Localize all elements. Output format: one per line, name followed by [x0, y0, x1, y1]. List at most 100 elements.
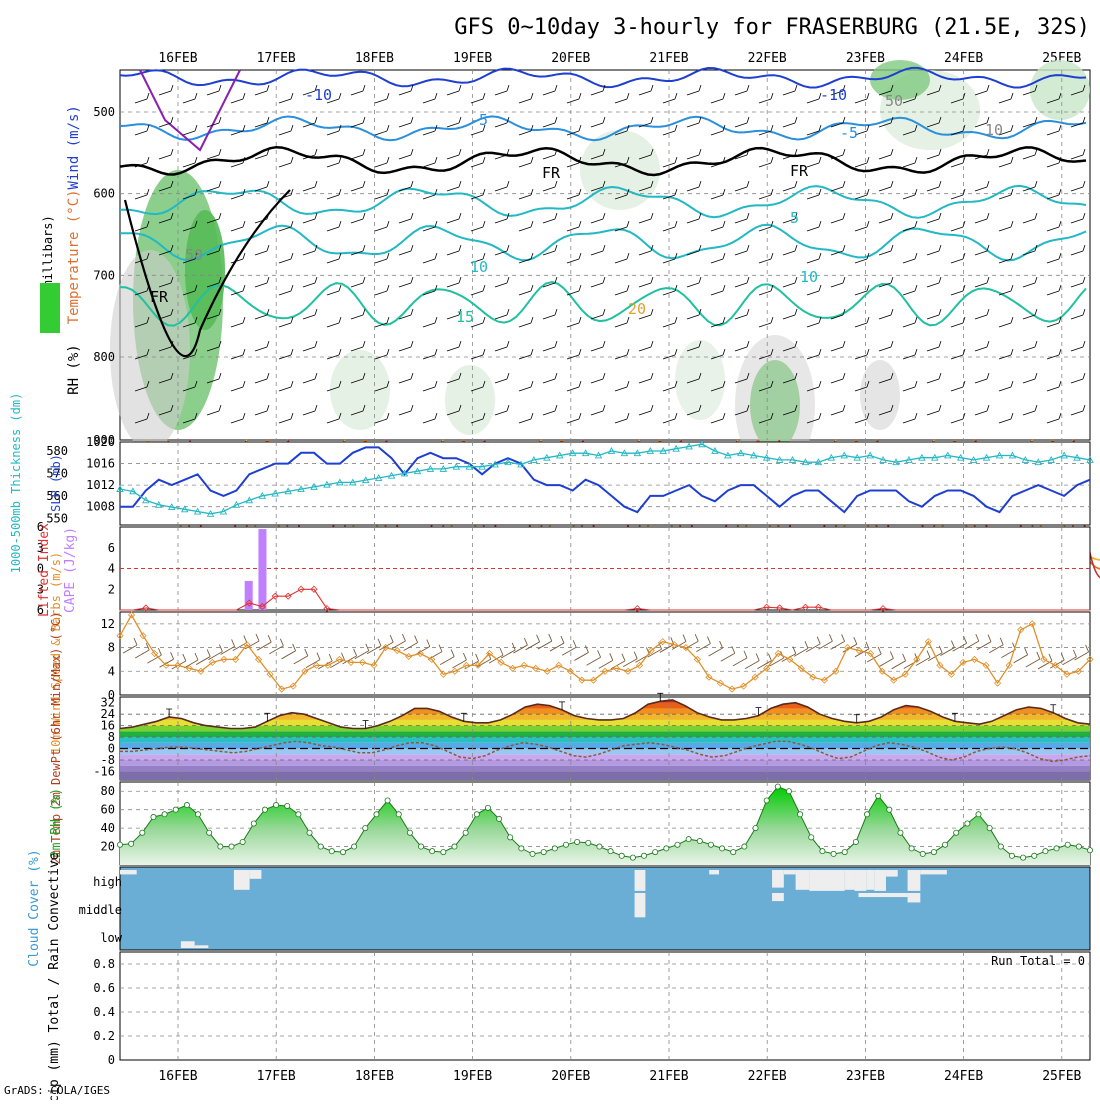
- wind-barb-flag: [1058, 348, 1062, 356]
- wind-barb: [734, 314, 748, 320]
- temperature-series: [119, 692, 1091, 763]
- thickness-point: [594, 451, 603, 459]
- wind-10m-barb: [549, 642, 565, 652]
- wind-speed-point: [959, 658, 967, 666]
- cloud-cover-frame: [119, 866, 1091, 951]
- wind-barb-flag: [362, 180, 366, 188]
- wind-barb: [350, 154, 364, 160]
- rh-tick: 40: [101, 821, 115, 835]
- wind-barb-flag: [506, 372, 510, 380]
- wind-barb-flag: [1082, 340, 1086, 348]
- wind-barb: [206, 122, 220, 128]
- wind-barb-flag: [290, 348, 294, 356]
- wind-barb: [326, 162, 340, 168]
- wind-barb-flag: [242, 316, 246, 324]
- wind-barb-flag: [722, 220, 726, 228]
- wind-10m-barb-flag: [926, 650, 931, 658]
- wind-barb-flag: [386, 284, 390, 292]
- wind-speed-point: [878, 667, 886, 675]
- wind-barb-flag: [170, 180, 174, 188]
- lifted-index-point: [776, 604, 784, 612]
- wind-barb: [422, 194, 436, 200]
- wind-barb: [230, 162, 244, 168]
- thickness-point: [568, 449, 577, 457]
- wind-barb: [326, 98, 340, 104]
- thickness-point: [905, 456, 913, 463]
- rh-point: [964, 820, 971, 827]
- wind-barb-flag: [506, 212, 510, 220]
- wind-barb: [590, 122, 604, 128]
- wind-barb: [878, 410, 892, 416]
- temperature-axis-label: 2m Temp 2m DewPt (6hr Min/Max) (°C): [49, 612, 63, 865]
- wind-barb: [566, 322, 580, 328]
- wind-10m-barb-flag: [670, 637, 675, 645]
- wind-speed-point: [335, 655, 343, 663]
- wind-barb-flag: [506, 180, 510, 188]
- thickness-point: [633, 449, 642, 457]
- rh-point: [864, 811, 871, 818]
- wind-barb: [494, 122, 508, 128]
- wind-barb: [854, 418, 868, 424]
- wind-barb-flag: [1082, 244, 1086, 252]
- wind-10m-barb-flag: [255, 633, 260, 642]
- wind-barb: [1070, 154, 1084, 160]
- wind-barb-flag: [962, 412, 966, 420]
- wind-barb-flag: [338, 348, 342, 356]
- wind-barb-flag: [578, 220, 582, 228]
- wind-10m-barb-flag: [597, 650, 602, 658]
- wind-barb-flag: [530, 92, 534, 100]
- wind-barb: [926, 122, 940, 128]
- wind-barb-flag: [794, 308, 798, 316]
- wind-barb: [374, 130, 388, 136]
- wind-barb-flag: [962, 124, 966, 132]
- wind-barb: [230, 130, 244, 136]
- wind-barb-flag: [1082, 372, 1086, 380]
- wind-barb-flag: [458, 372, 462, 380]
- wind-barb-flag: [386, 92, 390, 100]
- wind-barb: [758, 354, 772, 360]
- wind-10m-barb: [147, 654, 162, 664]
- wind-barb-flag: [938, 404, 942, 412]
- wind-10m-barb-flag: [243, 635, 248, 643]
- wind-speed-point: [1086, 655, 1094, 663]
- wind-barb: [950, 322, 964, 328]
- wind-10m-barb-flag: [133, 637, 138, 646]
- wind-speed-point: [139, 632, 147, 640]
- rh-shade-region: [330, 350, 390, 430]
- wind-barb-flag: [650, 116, 654, 124]
- wind-barb: [542, 410, 556, 416]
- wind-barb-flag: [866, 380, 870, 388]
- wind-barb-flag: [578, 316, 582, 324]
- wind-barb-flag: [1082, 276, 1086, 284]
- slp-tick: 1012: [86, 478, 115, 492]
- wind-barb-flag: [170, 148, 174, 156]
- cloud-cover-axis-label: Cloud Cover (%): [27, 849, 42, 966]
- wind-barb-flag: [242, 220, 246, 228]
- wind-speed-point: [1063, 670, 1071, 678]
- wind-barb: [494, 314, 508, 320]
- wind-barb-flag: [962, 348, 966, 356]
- thickness-point: [737, 449, 745, 457]
- wind-barb: [974, 314, 988, 320]
- wind-speed-point: [347, 658, 355, 666]
- wind-barb: [422, 418, 436, 424]
- wind-10m-barb-flag: [1024, 647, 1029, 655]
- wind-10m-barb: [452, 659, 467, 669]
- wind-barb: [542, 346, 556, 352]
- wind-barb: [278, 194, 292, 200]
- wind-10m-barb: [940, 647, 955, 656]
- wind-barb: [950, 258, 964, 264]
- wind-barb: [134, 322, 148, 328]
- wind-barb-flag: [458, 404, 462, 412]
- thickness-axis-label: 1000-500mb Thickness (dm): [9, 393, 23, 574]
- wind-speed-point: [624, 667, 632, 675]
- wind-10m-barb: [1001, 649, 1016, 659]
- wind-barb: [350, 314, 364, 320]
- wind-barb: [134, 162, 148, 168]
- wind-barb: [1022, 218, 1036, 224]
- wind-10m-barb: [269, 645, 284, 655]
- thickness-point: [232, 500, 241, 508]
- temperature-band: [120, 759, 1090, 766]
- wind-barb-flag: [266, 148, 270, 156]
